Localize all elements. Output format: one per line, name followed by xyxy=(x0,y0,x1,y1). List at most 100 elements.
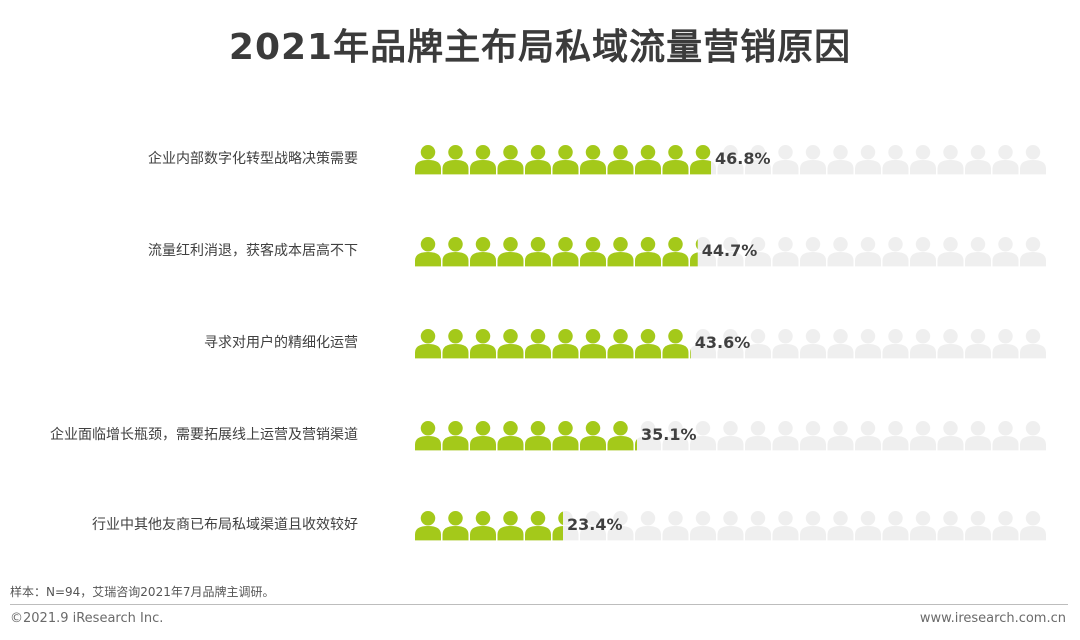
person-icon xyxy=(965,237,991,267)
person-icon xyxy=(607,421,634,451)
person-icon xyxy=(525,511,551,541)
person-icon xyxy=(910,511,936,541)
person-icon xyxy=(662,237,689,267)
bar-row: 流量红利消退，获客成本居高不下 44.7% xyxy=(148,237,1046,267)
person-icon xyxy=(827,329,854,359)
person-icon xyxy=(1020,237,1046,267)
person-icon xyxy=(855,511,881,541)
person-icon xyxy=(717,421,744,451)
person-icon xyxy=(580,421,606,451)
value-label: 46.8% xyxy=(715,149,771,168)
person-icon xyxy=(800,237,826,267)
person-icon xyxy=(992,237,1019,267)
category-label: 企业内部数字化转型战略决策需要 xyxy=(148,150,358,167)
person-icon xyxy=(855,237,881,267)
person-icon xyxy=(855,329,881,359)
person-icon xyxy=(827,511,854,541)
person-icon xyxy=(827,237,854,267)
person-icon xyxy=(910,145,936,175)
person-icon xyxy=(415,145,441,175)
person-icon xyxy=(855,421,881,451)
person-icon xyxy=(745,421,771,451)
value-label: 44.7% xyxy=(702,241,758,260)
person-icon xyxy=(607,329,634,359)
person-icon xyxy=(552,145,579,175)
person-icon xyxy=(635,145,661,175)
person-icon xyxy=(800,511,826,541)
person-icon xyxy=(580,145,606,175)
person-icon xyxy=(552,237,579,267)
person-icon xyxy=(937,511,964,541)
category-label: 企业面临增长瓶颈，需要拓展线上运营及营销渠道 xyxy=(50,426,358,443)
person-icon xyxy=(415,329,441,359)
category-label: 寻求对用户的精细化运营 xyxy=(204,334,358,351)
person-icon xyxy=(965,145,991,175)
person-icon xyxy=(607,237,634,267)
person-icon xyxy=(525,329,551,359)
person-icon xyxy=(717,511,744,541)
person-icon xyxy=(827,421,854,451)
person-icon xyxy=(497,421,524,451)
footer-divider xyxy=(10,604,1068,605)
person-icon xyxy=(992,421,1019,451)
person-icon xyxy=(470,421,496,451)
person-icon xyxy=(772,145,799,175)
person-icon xyxy=(635,329,661,359)
person-icon xyxy=(415,237,441,267)
person-icon xyxy=(635,237,661,267)
person-icon xyxy=(1020,145,1046,175)
person-icon xyxy=(580,329,606,359)
person-icon xyxy=(442,511,469,541)
person-icon xyxy=(552,329,579,359)
bar-row: 企业面临增长瓶颈，需要拓展线上运营及营销渠道 35.1% xyxy=(50,421,1046,451)
person-icon xyxy=(635,511,661,541)
person-icon xyxy=(607,145,634,175)
person-icon xyxy=(937,237,964,267)
person-icon xyxy=(662,329,689,359)
person-icon xyxy=(992,329,1019,359)
person-icon xyxy=(965,421,991,451)
person-icon xyxy=(525,421,551,451)
person-icon xyxy=(1020,329,1046,359)
person-icon xyxy=(525,145,551,175)
person-icon xyxy=(442,237,469,267)
person-icon xyxy=(552,421,579,451)
person-icon xyxy=(497,511,524,541)
person-icon xyxy=(497,329,524,359)
footnote: 样本：N=94，艾瑞咨询2021年7月品牌主调研。 xyxy=(10,585,275,599)
person-icon xyxy=(690,511,716,541)
person-icon xyxy=(992,145,1019,175)
person-icon xyxy=(800,145,826,175)
value-label: 43.6% xyxy=(695,333,751,352)
person-icon xyxy=(992,511,1019,541)
value-label: 35.1% xyxy=(641,425,697,444)
person-icon xyxy=(965,329,991,359)
person-icon xyxy=(937,329,964,359)
person-icon xyxy=(772,511,799,541)
person-icon xyxy=(772,421,799,451)
person-icon xyxy=(882,421,909,451)
bar-row: 寻求对用户的精细化运营 43.6% xyxy=(204,329,1046,359)
person-icon xyxy=(1020,511,1046,541)
person-icon xyxy=(415,511,441,541)
person-icon xyxy=(415,421,441,451)
person-icon xyxy=(855,145,881,175)
category-label: 行业中其他友商已布局私域渠道且收效较好 xyxy=(92,517,358,533)
person-icon xyxy=(442,421,469,451)
value-label: 23.4% xyxy=(567,515,623,534)
website-link[interactable]: www.iresearch.com.cn xyxy=(919,611,1066,626)
person-icon xyxy=(910,329,936,359)
person-icon xyxy=(827,145,854,175)
person-icon xyxy=(470,329,496,359)
person-icon xyxy=(1020,421,1046,451)
person-icon xyxy=(772,237,799,267)
bar-row: 企业内部数字化转型战略决策需要 46.8% xyxy=(148,145,1046,175)
person-icon xyxy=(882,329,909,359)
person-icon xyxy=(662,511,689,541)
person-icon xyxy=(580,237,606,267)
person-icon xyxy=(525,237,551,267)
person-icon xyxy=(662,145,689,175)
person-icon xyxy=(937,421,964,451)
pictogram-chart: 企业内部数字化转型战略决策需要 46.8% 流量红利消退，获客成本居高不下 44.7%… xyxy=(50,145,1046,541)
person-icon xyxy=(470,511,496,541)
